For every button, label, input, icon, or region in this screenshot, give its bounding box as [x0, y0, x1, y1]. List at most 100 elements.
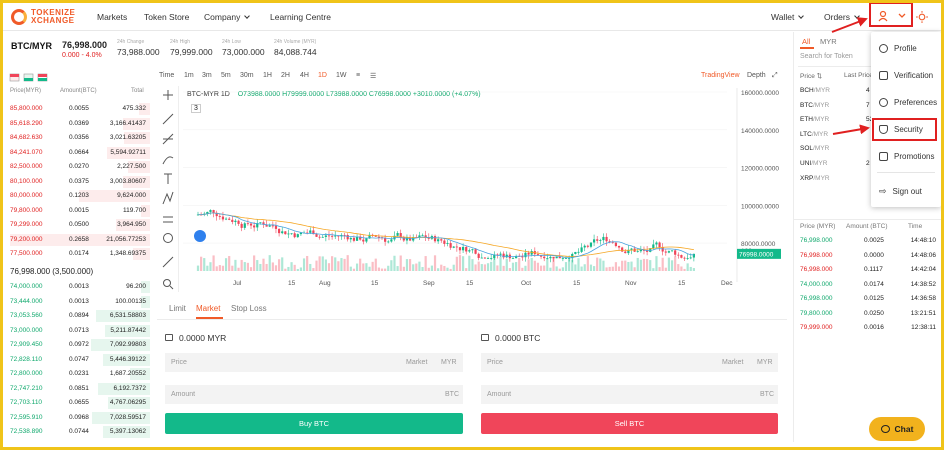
market-search-input[interactable]: Search for Token: [800, 53, 853, 60]
menu-profile[interactable]: Profile: [879, 44, 917, 53]
sell-price-field[interactable]: Price Market MYR: [481, 353, 778, 372]
sell-amount-field[interactable]: Amount BTC: [481, 385, 778, 404]
market-tab-myr[interactable]: MYR: [820, 37, 837, 46]
tab-stop-loss[interactable]: Stop Loss: [231, 304, 267, 313]
ask-row[interactable]: 85,800.000 0.0055 475.332: [3, 102, 150, 117]
bid-row[interactable]: 72,909.450 0.0972 7,092.99803: [3, 338, 150, 353]
cloud-icon[interactable]: [194, 230, 206, 242]
interval-1w[interactable]: 1W: [336, 72, 347, 79]
interval-1m[interactable]: 1m: [184, 72, 194, 79]
tab-market[interactable]: Market: [196, 304, 221, 313]
bid-row[interactable]: 73,053.560 0.0894 6,531.58803: [3, 309, 150, 324]
menu-verification[interactable]: Verification: [879, 71, 933, 80]
ask-row[interactable]: 84,682.630 0.0356 3,021.63205: [3, 131, 150, 146]
volume-bar: [306, 255, 309, 271]
nav-token-store[interactable]: Token Store: [144, 12, 190, 22]
bid-row[interactable]: 72,703.110 0.0655 4,767.06295: [3, 396, 150, 411]
buy-button[interactable]: Buy BTC: [165, 413, 463, 434]
settings-icon[interactable]: ☰: [370, 73, 377, 80]
market-row[interactable]: SOL/MYR: [800, 145, 920, 152]
ask-row[interactable]: 80,100.000 0.0375 3,003.80607: [3, 175, 150, 190]
ruler-icon[interactable]: [162, 256, 174, 268]
sell-button[interactable]: Sell BTC: [481, 413, 778, 434]
markets-col-last[interactable]: Last Price: [844, 72, 873, 79]
fib-icon[interactable]: [162, 133, 174, 145]
price-change: 0.000 - 4.0%: [62, 52, 102, 59]
candle-body: [265, 224, 268, 227]
bid-row[interactable]: 73,444.000 0.0013 100.00135: [3, 295, 150, 310]
nav-learning-centre[interactable]: Learning Centre: [270, 12, 331, 22]
interval-3m[interactable]: 3m: [202, 72, 212, 79]
markets-col-price[interactable]: Price ⇅: [800, 73, 823, 80]
crosshair-icon[interactable]: [163, 90, 173, 100]
brand-logo[interactable]: TOKENIZE XCHANGE: [11, 9, 75, 25]
nav-company[interactable]: Company: [204, 12, 251, 22]
interval-30m[interactable]: 30m: [240, 72, 254, 79]
indicator-count-badge[interactable]: 3: [191, 104, 201, 113]
candle-body: [377, 236, 380, 238]
pattern-icon[interactable]: [162, 191, 174, 205]
interval-time[interactable]: Time: [159, 72, 175, 79]
brush-icon[interactable]: [162, 156, 174, 165]
orderbook-view-icons[interactable]: [9, 72, 70, 84]
buy-price-field[interactable]: Price Market MYR: [165, 353, 463, 372]
ask-row[interactable]: 77,500.000 0.0174 1,348.69375: [3, 247, 150, 262]
ask-row[interactable]: 79,800.000 0.0015 119.700: [3, 204, 150, 219]
chat-button[interactable]: Chat: [869, 417, 925, 441]
menu-promotions[interactable]: Promotions: [879, 152, 934, 161]
interval-5m[interactable]: 5m: [221, 72, 231, 79]
volume-bar: [543, 265, 546, 271]
bid-row[interactable]: 72,828.110 0.0747 5,446.39122: [3, 353, 150, 368]
interval-1d[interactable]: 1D: [318, 72, 327, 79]
market-row[interactable]: LTC/MYR: [800, 131, 920, 138]
volume-bar: [502, 265, 505, 271]
text-tool-icon[interactable]: [164, 173, 172, 184]
ask-row[interactable]: 80,000.000 0.1203 9,624.000: [3, 189, 150, 204]
ask-row[interactable]: 82,500.000 0.0270 2,227.500: [3, 160, 150, 175]
menu-security[interactable]: Security: [879, 125, 923, 134]
market-row[interactable]: BCH/MYR 4: [800, 87, 920, 94]
measure-icon[interactable]: [163, 216, 173, 223]
market-row[interactable]: ETH/MYR 52: [800, 116, 920, 123]
smiley-icon[interactable]: [163, 233, 173, 243]
fullscreen-icon[interactable]: ⤢: [772, 72, 778, 79]
view-depth[interactable]: Depth: [747, 72, 766, 79]
buy-amount-field[interactable]: Amount BTC: [165, 385, 463, 404]
volume-bar: [674, 256, 677, 271]
volume-bar: [212, 255, 215, 271]
candle-body: [490, 258, 493, 260]
view-tradingview[interactable]: TradingView: [701, 72, 740, 79]
pair-name[interactable]: BTC/MYR: [11, 41, 52, 51]
market-row[interactable]: UNI/MYR 2: [800, 160, 920, 167]
ask-row[interactable]: 85,618.290 0.0369 3,166.41437: [3, 117, 150, 132]
interval-4h[interactable]: 4H: [300, 72, 309, 79]
trade-time: 14:36:58: [910, 295, 936, 302]
bid-row[interactable]: 72,800.000 0.0231 1,687.20552: [3, 367, 150, 382]
bid-row[interactable]: 72,747.210 0.0851 6,192.7372: [3, 382, 150, 397]
trendline-icon[interactable]: [162, 113, 174, 125]
market-tab-all[interactable]: All: [802, 37, 811, 46]
bid-row[interactable]: 74,000.000 0.0013 96.200: [3, 280, 150, 295]
tab-limit[interactable]: Limit: [169, 304, 186, 313]
zoom-icon[interactable]: [163, 279, 174, 290]
market-row[interactable]: BTC/MYR 7: [800, 102, 920, 109]
ask-row[interactable]: 84,241.070 0.0664 5,594.92711: [3, 146, 150, 161]
bid-row[interactable]: 72,538.890 0.0744 5,397.13062: [3, 425, 150, 440]
nav-wallet[interactable]: Wallet: [771, 12, 805, 22]
ask-row[interactable]: 79,299.000 0.0500 3,964.950: [3, 218, 150, 233]
row-total: 9,624.000: [117, 192, 146, 199]
bid-row[interactable]: 73,000.000 0.0713 5,211.87442: [3, 324, 150, 339]
indicators-icon[interactable]: ≡: [356, 72, 361, 79]
interval-2h[interactable]: 2H: [281, 72, 290, 79]
nav-orders[interactable]: Orders: [824, 12, 860, 22]
ask-row[interactable]: 79,200.000 0.2658 21,056.77253: [3, 233, 150, 248]
candle-body: [343, 234, 346, 236]
nav-markets[interactable]: Markets: [97, 12, 128, 22]
market-base: ETH: [800, 116, 813, 124]
market-row[interactable]: XRP/MYR: [800, 175, 920, 182]
interval-1h[interactable]: 1H: [263, 72, 272, 79]
candlestick-chart[interactable]: 160000.0000 140000.0000 120000.0000 100000.…: [157, 66, 787, 292]
menu-preferences[interactable]: Preferences: [879, 98, 937, 107]
bid-row[interactable]: 72,595.910 0.0968 7,028.59517: [3, 411, 150, 426]
menu-sign-out[interactable]: ⇨ Sign out: [879, 186, 922, 196]
